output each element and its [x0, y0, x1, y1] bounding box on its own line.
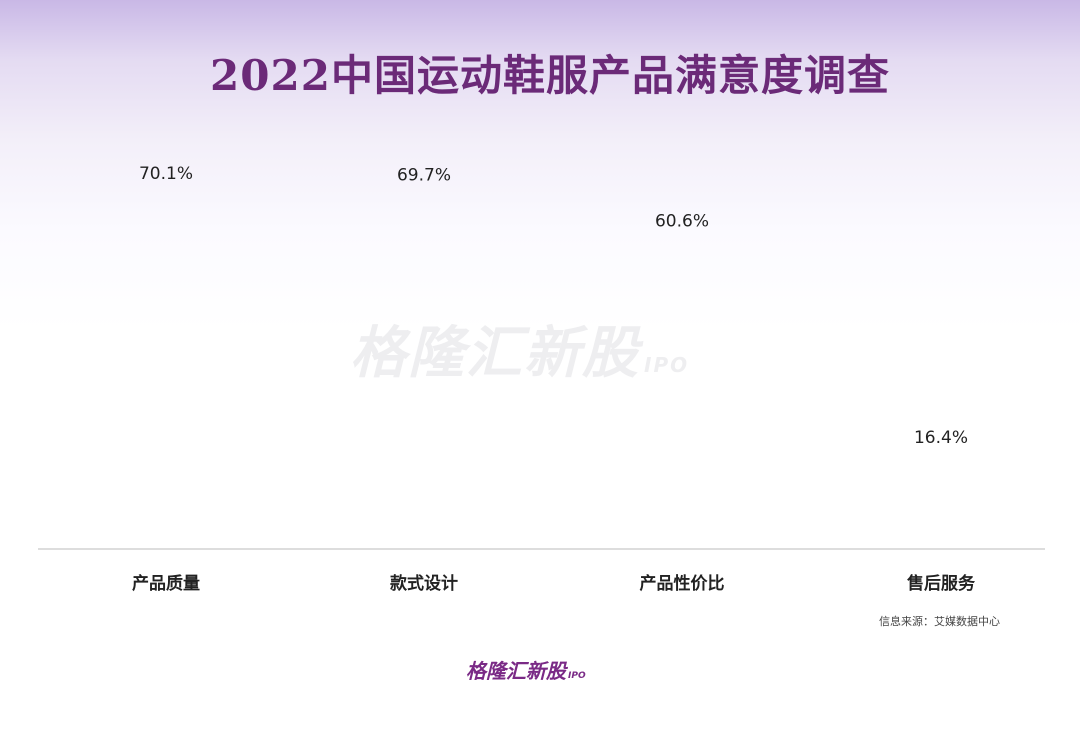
data-label: 60.6% — [655, 211, 709, 231]
thumbs-up-icon — [126, 467, 206, 549]
chart-title: 2022中国运动鞋服产品满意度调查 — [210, 51, 890, 100]
data-label: 69.7% — [397, 166, 451, 186]
x-tick-label: 款式设计 — [390, 573, 458, 594]
bar-1 — [126, 203, 206, 549]
brand-main: 格隆汇新股 — [466, 659, 566, 683]
thumbs-up-icon — [384, 291, 464, 373]
thumbs-up-icon — [642, 467, 722, 549]
bar-4 — [901, 467, 981, 549]
brand-logo: 格隆汇新股 IPO — [466, 655, 586, 684]
thumbs-up-icon — [642, 291, 722, 373]
watermark: 格隆汇新股 IPO — [350, 308, 689, 389]
brand-sub: IPO — [568, 671, 586, 681]
thumbs-up-icon — [384, 467, 464, 549]
thumbs-up-icon — [642, 379, 722, 461]
x-tick-label: 产品质量 — [132, 573, 200, 594]
watermark-sub: IPO — [644, 353, 690, 377]
thumbs-up-icon — [384, 203, 464, 285]
bar-2 — [384, 203, 464, 549]
x-tick-label: 产品性价比 — [640, 573, 725, 594]
thumbs-up-icon — [384, 379, 464, 461]
data-label: 70.1% — [139, 164, 193, 184]
bar-3 — [642, 244, 722, 549]
thumbs-up-icon — [126, 291, 206, 373]
source-note: 信息来源：艾媒数据中心 — [879, 615, 1000, 628]
thumbs-up-icon — [126, 203, 206, 285]
chart-marks: 70.1% 产品质量 69.7% 款式设计 60.6% 产品性价比 16.4% 售后服务 — [126, 164, 981, 594]
thumbs-up-icon — [126, 379, 206, 461]
x-tick-label: 售后服务 — [907, 573, 976, 594]
data-label: 16.4% — [914, 428, 968, 448]
watermark-main: 格隆汇新股 — [350, 321, 640, 386]
thumbs-up-icon — [901, 467, 981, 549]
